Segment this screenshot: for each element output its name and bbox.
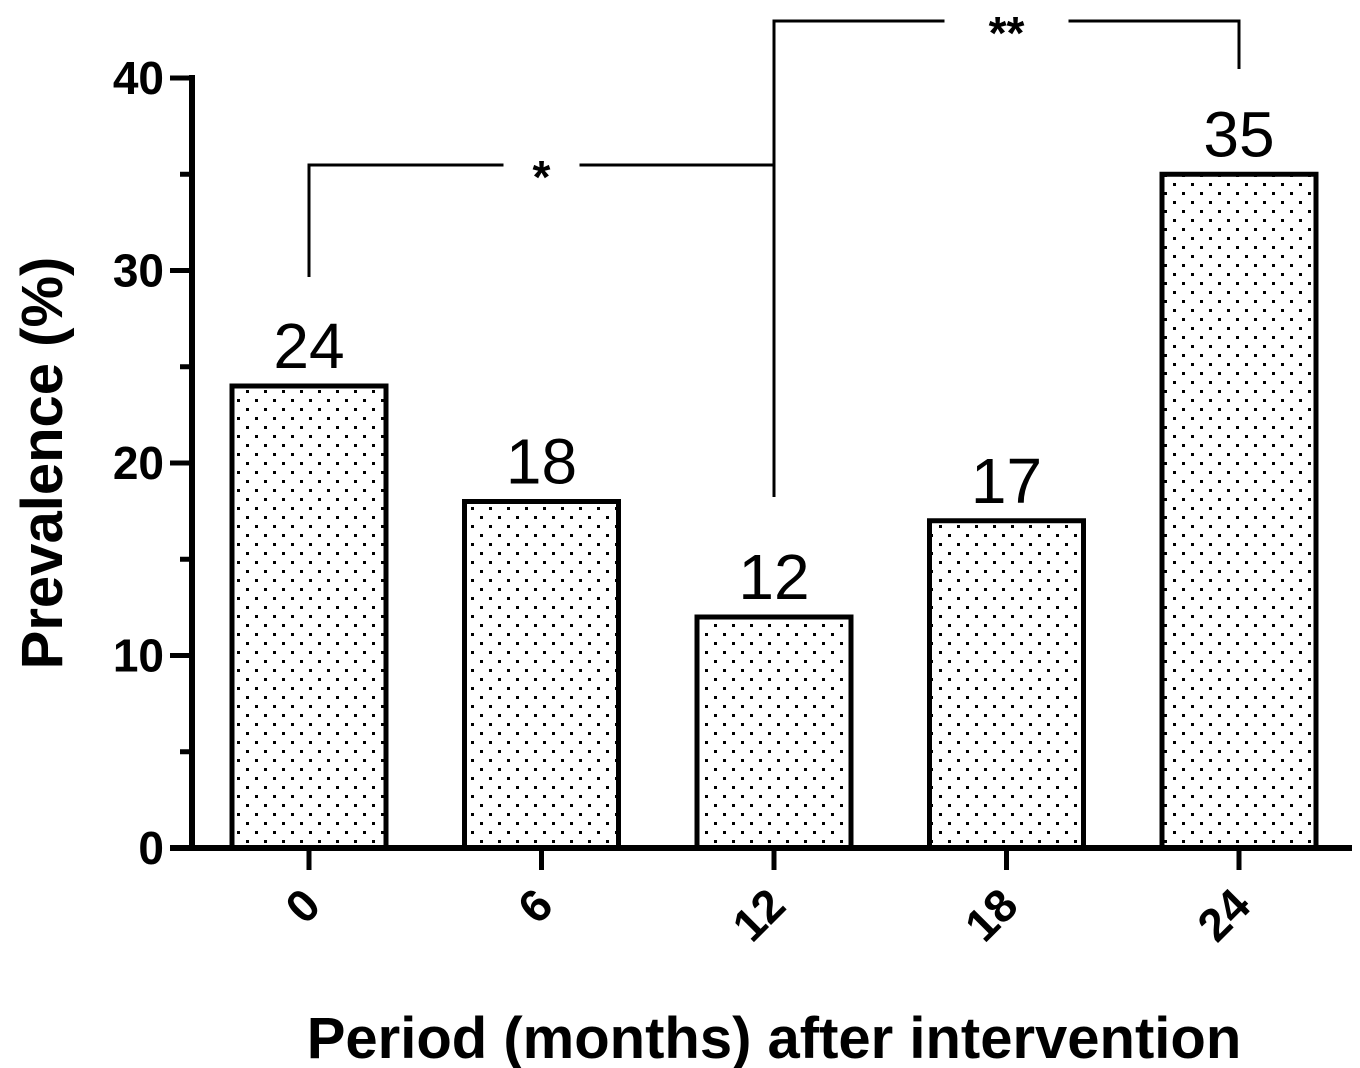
y-tick-label-20: 20 [113,437,164,489]
axes [170,75,1352,870]
x-tick-label-0: 0 [275,878,330,933]
data-label-18: 17 [971,445,1042,517]
data-label-6: 18 [506,426,577,498]
bar-24 [1159,171,1319,851]
significance-bracket-right [1068,19,1241,69]
x-tick-label-6: 6 [508,878,563,933]
x-tick-label-12: 12 [722,878,795,951]
data-label-24: 35 [1203,98,1274,170]
x-tick-label-24: 24 [1187,878,1260,951]
significance-brackets: *** [307,7,1241,497]
bars [229,171,1319,851]
significance-bracket-left [307,163,504,277]
x-tick-label-18: 18 [955,878,1028,951]
data-label-0: 24 [273,310,344,382]
bar-12 [694,614,854,851]
y-tick-label-40: 40 [113,52,164,104]
y-tick-label-0: 0 [138,822,164,874]
significance-bracket-left [772,19,945,497]
data-label-12: 12 [738,541,809,613]
significance-label: * [533,151,551,203]
significance-bracket-right [579,163,776,497]
bar-6 [462,499,621,851]
y-axis-title: Prevalence (%) [10,257,75,670]
bar-0 [229,383,389,851]
y-tick-label-10: 10 [113,630,164,682]
bar-18 [927,518,1086,851]
x-axis-title: Period (months) after intervention [307,1006,1242,1068]
significance-label: ** [989,7,1025,59]
y-tick-label-30: 30 [113,245,164,297]
